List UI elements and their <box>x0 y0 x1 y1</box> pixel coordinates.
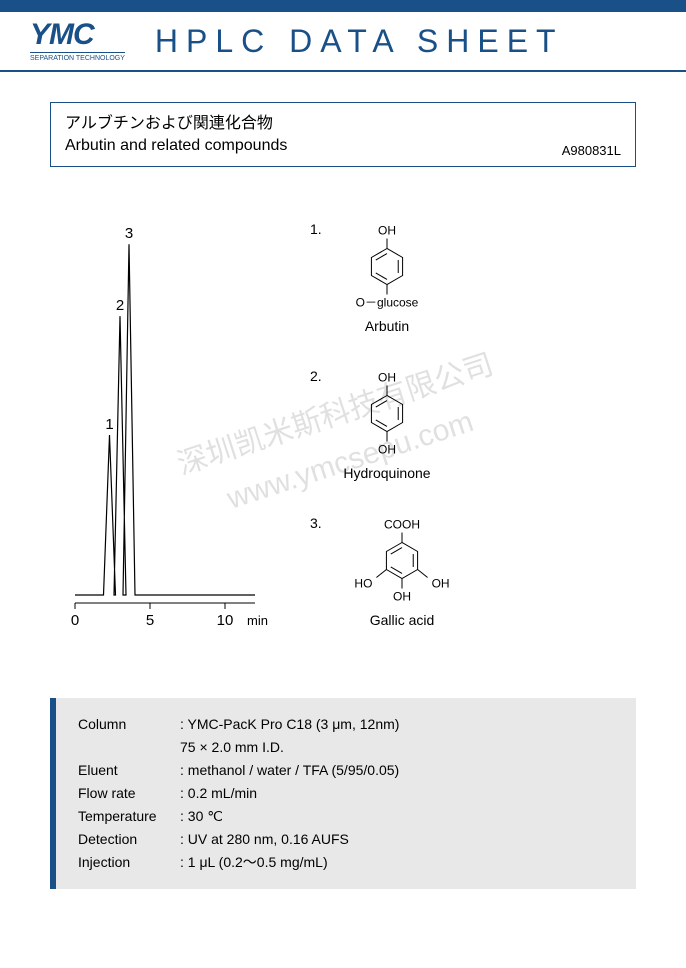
param-value: : 30 ℃ <box>180 806 407 827</box>
param-key: Injection <box>78 852 178 873</box>
header: YMC SEPARATION TECHNOLOGY HPLC DATA SHEE… <box>0 12 686 72</box>
compound-number: 1. <box>310 217 330 237</box>
x-tick-label: 10 <box>217 612 234 629</box>
title-code: A980831L <box>562 143 621 158</box>
param-row: Detection: UV at 280 nm, 0.16 AUFS <box>78 829 407 850</box>
param-value: 75 × 2.0 mm I.D. <box>180 737 407 758</box>
chromatogram-trace <box>75 244 255 595</box>
compound-name: Gallic acid <box>370 612 435 628</box>
param-key: Eluent <box>78 760 178 781</box>
chromatogram-svg: 0 5 10 min 1 2 3 <box>60 217 280 637</box>
svg-text:OH: OH <box>393 589 411 603</box>
parameters-table: Column: YMC-PacK Pro C18 (3 μm, 12nm) 75… <box>76 712 409 875</box>
param-row: Injection: 1 μL (0.2～0.5 mg/mL) <box>78 852 407 873</box>
param-value: : 0.2 mL/min <box>180 783 407 804</box>
param-value: : 1 μL (0.2～0.5 mg/mL) <box>180 852 407 873</box>
structure-svg: COOH OH HO OH <box>342 511 462 606</box>
compound-body: OH OH Hydroquinone <box>342 364 432 481</box>
param-row: Eluent: methanol / water / TFA (5/95/0.0… <box>78 760 407 781</box>
param-row: Temperature: 30 ℃ <box>78 806 407 827</box>
logo-subtext: SEPARATION TECHNOLOGY <box>30 52 125 62</box>
compound-item: 1. OH O－glucose Arbutin <box>310 217 646 334</box>
compound-body: COOH OH HO OH Gallic acid <box>342 511 462 628</box>
svg-text:OH: OH <box>432 576 450 590</box>
top-bar <box>0 0 686 12</box>
compound-number: 2. <box>310 364 330 384</box>
compound-list: 1. OH O－glucose Arbutin 2. OH OH Hydroquinone 3.… <box>310 217 646 658</box>
compound-name: Hydroquinone <box>343 465 430 481</box>
param-key: Temperature <box>78 806 178 827</box>
page-title: HPLC DATA SHEET <box>155 23 564 60</box>
svg-text:O－glucose: O－glucose <box>356 295 419 309</box>
param-row: Flow rate: 0.2 mL/min <box>78 783 407 804</box>
content-area: 深圳凯米斯科技有限公司 www.ymcsepu.com 0510min123 1… <box>0 167 686 678</box>
parameters-panel: Column: YMC-PacK Pro C18 (3 μm, 12nm) 75… <box>50 698 636 889</box>
param-value: : UV at 280 nm, 0.16 AUFS <box>180 829 407 850</box>
title-jp: アルブチンおよび関連化合物 <box>65 113 287 135</box>
svg-text:OH: OH <box>378 370 396 384</box>
svg-text:OH: OH <box>378 223 396 237</box>
svg-text:HO: HO <box>354 576 372 590</box>
logo: YMC SEPARATION TECHNOLOGY <box>30 20 125 62</box>
peak-label: 3 <box>125 225 133 242</box>
peak-label: 1 <box>105 416 113 433</box>
param-key: Column <box>78 714 178 735</box>
logo-text: YMC <box>30 20 125 50</box>
chromatogram: 0 5 10 min 1 2 3 <box>60 217 280 637</box>
param-key: Detection <box>78 829 178 850</box>
structure-svg: OH O－glucose <box>342 217 432 312</box>
x-tick-label: 5 <box>146 612 154 629</box>
compound-item: 3. COOH OH HO OH Gallic acid <box>310 511 646 628</box>
title-en: Arbutin and related compounds <box>65 135 287 157</box>
title-box: アルブチンおよび関連化合物 Arbutin and related compou… <box>50 102 636 167</box>
param-row: Column: YMC-PacK Pro C18 (3 μm, 12nm) <box>78 714 407 735</box>
param-row: 75 × 2.0 mm I.D. <box>78 737 407 758</box>
param-key: Flow rate <box>78 783 178 804</box>
x-unit-label: min <box>247 613 268 628</box>
structure-svg: OH OH <box>342 364 432 459</box>
compound-item: 2. OH OH Hydroquinone <box>310 364 646 481</box>
x-tick-label: 0 <box>71 612 79 629</box>
peak-label: 2 <box>116 297 124 314</box>
compound-body: OH O－glucose Arbutin <box>342 217 432 334</box>
param-value: : YMC-PacK Pro C18 (3 μm, 12nm) <box>180 714 407 735</box>
svg-text:COOH: COOH <box>384 517 420 531</box>
param-value: : methanol / water / TFA (5/95/0.05) <box>180 760 407 781</box>
compound-name: Arbutin <box>365 318 409 334</box>
compound-number: 3. <box>310 511 330 531</box>
svg-text:OH: OH <box>378 442 396 456</box>
